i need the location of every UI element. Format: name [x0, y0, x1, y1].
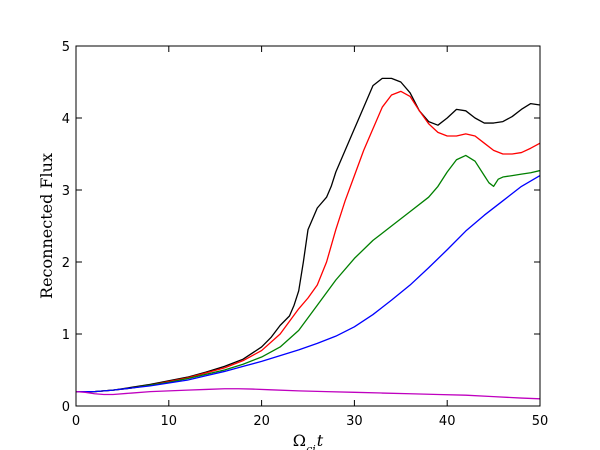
series-line-1: [76, 77, 541, 393]
series-line-2: [76, 90, 541, 393]
x-tick-label: 0: [72, 414, 80, 429]
x-tick-label: 30: [346, 414, 363, 429]
axis-ticks: [75, 45, 541, 407]
y-tick-label: 1: [62, 328, 70, 343]
y-tick-label: 4: [62, 112, 70, 127]
axis-tick-labels: 0 10 20 30 40 50 0 1 2 3 4 5: [62, 40, 549, 429]
x-tick-label: 10: [161, 414, 178, 429]
y-tick-label: 0: [62, 400, 70, 415]
plot-frame: [75, 45, 541, 407]
y-tick-label: 2: [62, 256, 70, 271]
series-line-4: [76, 175, 541, 393]
y-axis-label: Reconnected Flux: [37, 153, 56, 299]
series-line-5: [75, 388, 541, 400]
x-tick-label: 20: [253, 414, 270, 429]
x-tick-label: 50: [532, 414, 549, 429]
plot-series: [75, 77, 541, 400]
y-tick-label: 3: [62, 184, 70, 199]
series-line-3: [76, 154, 541, 393]
y-tick-label: 5: [62, 40, 70, 55]
x-axis-label: Ωcit: [293, 431, 324, 450]
x-tick-label: 40: [439, 414, 456, 429]
